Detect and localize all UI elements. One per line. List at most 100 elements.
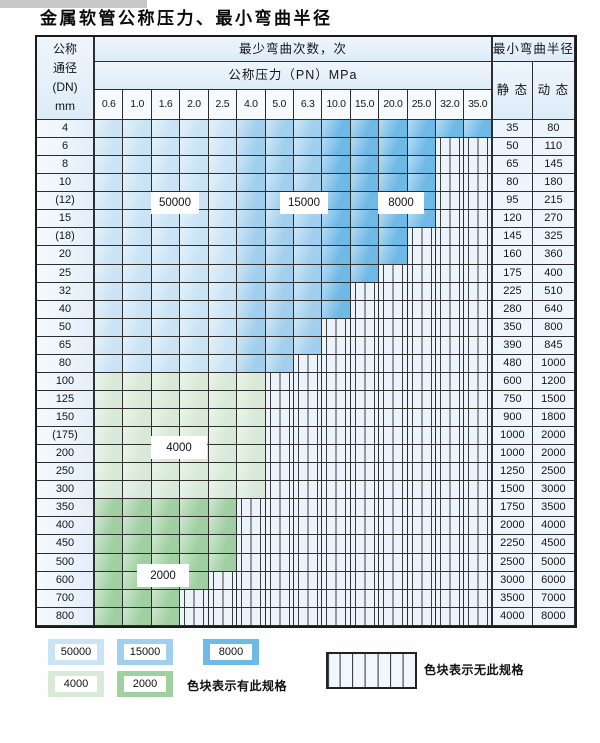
static-cell-150: 900 <box>492 409 533 428</box>
spec-cell-50-2.0 <box>180 318 209 337</box>
legend-swatch-label: 50000 <box>55 644 97 660</box>
spec-cell-400-1.0 <box>123 517 152 536</box>
spec-cell-50-10.0 <box>322 318 351 337</box>
zone-label-4000: 4000 <box>151 436 207 459</box>
spec-cell-20-10.0 <box>322 246 351 265</box>
spec-cell-500-0.6 <box>95 553 124 572</box>
spec-cell-450-35.0 <box>464 535 493 554</box>
spec-cell-10-20.0 <box>379 174 408 193</box>
spec-cell-25-1.0 <box>123 264 152 283</box>
spec-cell-400-2.5 <box>208 517 238 536</box>
spec-cell-600-2.5 <box>208 571 238 590</box>
spec-cell-25-6.3 <box>293 264 323 283</box>
spec-cell-500-32.0 <box>436 553 465 572</box>
spec-cell-80-2.5 <box>208 354 238 373</box>
spec-cell-15-32.0 <box>436 210 465 229</box>
legend-swatch-8000: 8000 <box>203 639 259 665</box>
dn-cell-32: 32 <box>37 282 95 301</box>
dynamic-cell-65: 845 <box>532 336 575 355</box>
spec-cell-700-1.0 <box>123 589 152 608</box>
spec-cell-200-10.0 <box>322 445 351 464</box>
spec-cell-(175)-1.0 <box>123 427 152 446</box>
spec-cell-32-4.0 <box>237 282 266 301</box>
static-cell-32: 225 <box>492 282 533 301</box>
spec-cell-200-4.0 <box>237 445 266 464</box>
spec-cell-15-1.6 <box>151 210 181 229</box>
spec-cell-25-2.5 <box>208 264 238 283</box>
pressure-col-6.3: 6.3 <box>293 90 323 120</box>
spec-cell-700-1.6 <box>151 589 181 608</box>
spec-cell-4-5.0 <box>265 120 294 139</box>
spec-cell-700-0.6 <box>95 589 124 608</box>
spec-cell-8-20.0 <box>379 156 408 175</box>
spec-cell-350-32.0 <box>436 499 465 518</box>
spec-cell-6-2.5 <box>208 138 238 157</box>
spec-cell-150-35.0 <box>464 409 493 428</box>
spec-cell-300-10.0 <box>322 481 351 500</box>
spec-cell-600-6.3 <box>293 571 323 590</box>
spec-cell-450-6.3 <box>293 535 323 554</box>
spec-cell-50-35.0 <box>464 318 493 337</box>
dn-cell-125: 125 <box>37 390 95 409</box>
spec-cell-8-1.6 <box>151 156 181 175</box>
spec-cell-8-2.5 <box>208 156 238 175</box>
spec-cell-150-10.0 <box>322 409 351 428</box>
pressure-col-1.6: 1.6 <box>151 90 181 120</box>
spec-cell-80-20.0 <box>379 354 408 373</box>
spec-cell-350-10.0 <box>322 499 351 518</box>
spec-cell-400-5.0 <box>265 517 294 536</box>
spec-cell-(18)-6.3 <box>293 228 323 247</box>
spec-cell-350-6.3 <box>293 499 323 518</box>
spec-cell-20-35.0 <box>464 246 493 265</box>
header-dynamic: 动 态 <box>532 62 575 120</box>
spec-cell-150-6.3 <box>293 409 323 428</box>
dynamic-cell-32: 510 <box>532 282 575 301</box>
spec-cell-500-6.3 <box>293 553 323 572</box>
spec-cell-(18)-32.0 <box>436 228 465 247</box>
spec-cell-4-1.6 <box>151 120 181 139</box>
spec-cell-125-10.0 <box>322 390 351 409</box>
spec-cell-25-10.0 <box>322 264 351 283</box>
spec-cell-(12)-10.0 <box>322 192 351 211</box>
dynamic-cell-(18): 325 <box>532 228 575 247</box>
spec-cell-200-5.0 <box>265 445 294 464</box>
spec-cell-15-2.5 <box>208 210 238 229</box>
dynamic-cell-4: 80 <box>532 120 575 139</box>
spec-cell-20-1.6 <box>151 246 181 265</box>
spec-cell-32-20.0 <box>379 282 408 301</box>
spec-cell-40-1.6 <box>151 300 181 319</box>
spec-cell-4-4.0 <box>237 120 266 139</box>
spec-cell-(175)-5.0 <box>265 427 294 446</box>
dn-cell-200: 200 <box>37 445 95 464</box>
spec-cell-25-5.0 <box>265 264 294 283</box>
pressure-col-32.0: 32.0 <box>436 90 465 120</box>
spec-cell-350-0.6 <box>95 499 124 518</box>
spec-cell-350-4.0 <box>237 499 266 518</box>
dynamic-cell-800: 8000 <box>532 607 575 626</box>
spec-cell-350-2.5 <box>208 499 238 518</box>
static-cell-25: 175 <box>492 264 533 283</box>
spec-cell-50-2.5 <box>208 318 238 337</box>
spec-cell-4-6.3 <box>293 120 323 139</box>
spec-cell-50-1.6 <box>151 318 181 337</box>
spec-cell-20-4.0 <box>237 246 266 265</box>
spec-cell-6-1.6 <box>151 138 181 157</box>
spec-cell-300-2.0 <box>180 481 209 500</box>
spec-cell-(175)-35.0 <box>464 427 493 446</box>
page-title: 金属软管公称压力、最小弯曲半径 <box>40 9 333 29</box>
dynamic-cell-100: 1200 <box>532 372 575 391</box>
legend-no-spec-swatch <box>326 652 417 689</box>
spec-cell-10-15.0 <box>350 174 380 193</box>
spec-cell-8-6.3 <box>293 156 323 175</box>
spec-cell-80-6.3 <box>293 354 323 373</box>
static-cell-300: 1500 <box>492 481 533 500</box>
dynamic-cell-(175): 2000 <box>532 427 575 446</box>
spec-cell-(12)-0.6 <box>95 192 124 211</box>
spec-cell-(18)-15.0 <box>350 228 380 247</box>
spec-cell-32-1.6 <box>151 282 181 301</box>
spec-cell-400-10.0 <box>322 517 351 536</box>
spec-cell-500-10.0 <box>322 553 351 572</box>
spec-cell-20-0.6 <box>95 246 124 265</box>
spec-cell-100-0.6 <box>95 372 124 391</box>
spec-cell-4-10.0 <box>322 120 351 139</box>
